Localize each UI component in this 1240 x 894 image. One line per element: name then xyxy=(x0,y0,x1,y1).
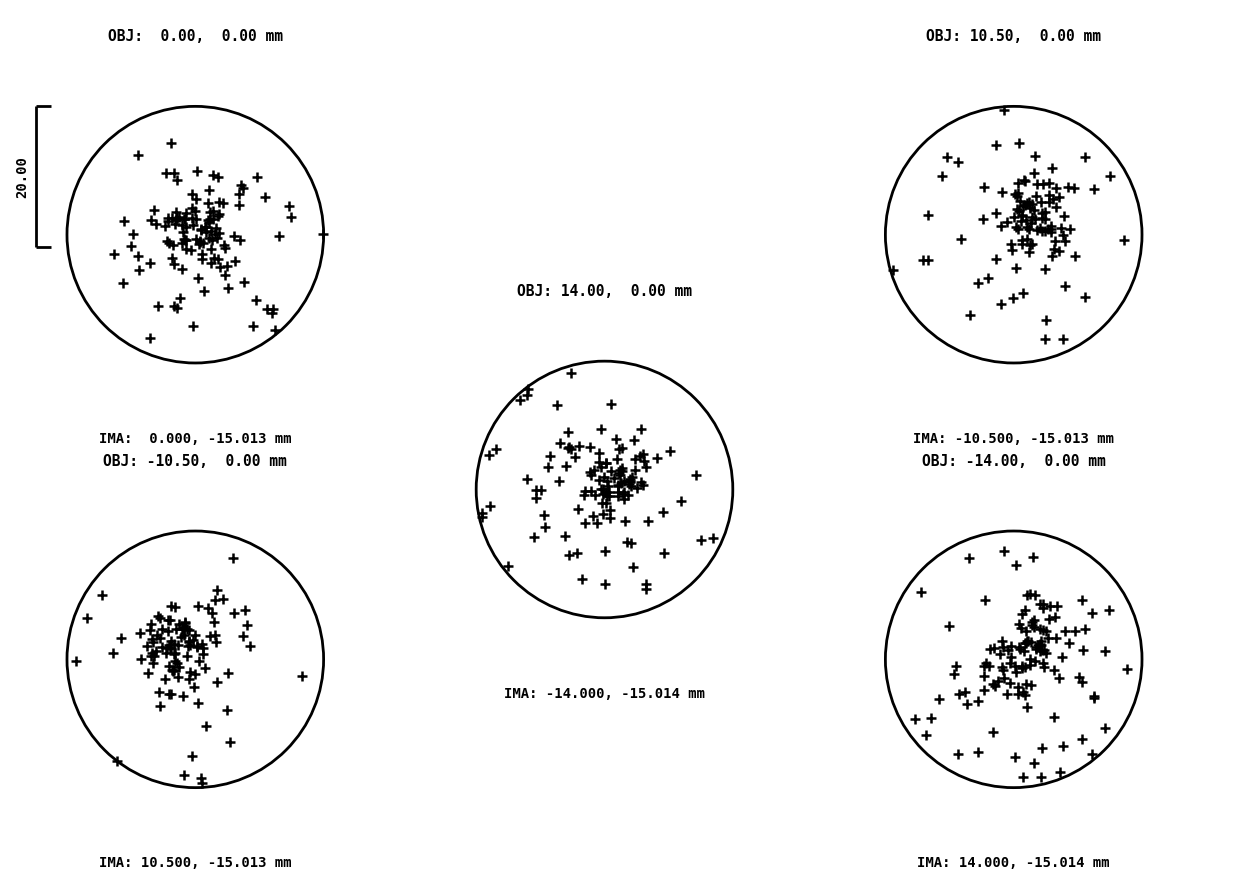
Text: 20.00: 20.00 xyxy=(15,156,30,198)
Text: IMA: -10.500, -15.013 mm: IMA: -10.500, -15.013 mm xyxy=(913,432,1115,446)
Text: OBJ: -14.00,  0.00 mm: OBJ: -14.00, 0.00 mm xyxy=(921,454,1106,468)
Text: IMA: -14.000, -15.014 mm: IMA: -14.000, -15.014 mm xyxy=(503,687,706,701)
Text: OBJ: -10.50,  0.00 mm: OBJ: -10.50, 0.00 mm xyxy=(103,454,288,468)
Text: IMA: 10.500, -15.013 mm: IMA: 10.500, -15.013 mm xyxy=(99,856,291,871)
Text: OBJ: 14.00,  0.00 mm: OBJ: 14.00, 0.00 mm xyxy=(517,284,692,299)
Text: IMA:  0.000, -15.013 mm: IMA: 0.000, -15.013 mm xyxy=(99,432,291,446)
Text: IMA: 14.000, -15.014 mm: IMA: 14.000, -15.014 mm xyxy=(918,856,1110,871)
Text: OBJ:  0.00,  0.00 mm: OBJ: 0.00, 0.00 mm xyxy=(108,30,283,44)
Text: OBJ: 10.50,  0.00 mm: OBJ: 10.50, 0.00 mm xyxy=(926,30,1101,44)
